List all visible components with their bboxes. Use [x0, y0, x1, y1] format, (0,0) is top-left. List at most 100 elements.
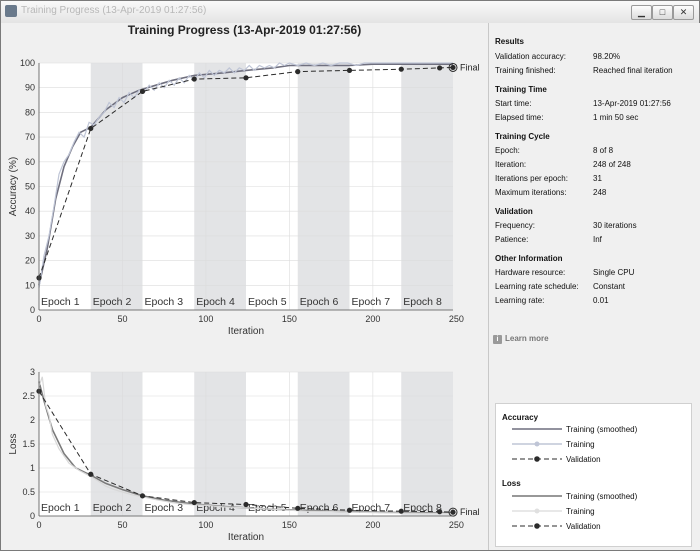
- x-tick-label: 150: [282, 314, 297, 324]
- y-tick-label: 0.5: [22, 487, 35, 497]
- legend-item: Training (smoothed): [566, 425, 638, 434]
- y-tick-label: 50: [25, 182, 35, 192]
- info-label: Iterations per epoch:: [495, 174, 568, 183]
- legend-item: Training: [566, 507, 595, 516]
- x-tick-label: 250: [449, 520, 464, 530]
- validation-point: [88, 471, 94, 477]
- info-value: 248 of 248: [593, 160, 631, 169]
- validation-point: [243, 75, 249, 81]
- close-button[interactable]: ✕: [673, 5, 694, 20]
- epoch-label: Epoch 2: [93, 296, 132, 308]
- info-value: 248: [593, 188, 607, 197]
- x-tick-label: 150: [282, 520, 297, 530]
- other-info-title: Other Information: [495, 254, 563, 263]
- validation-point: [450, 64, 456, 71]
- validation-point: [398, 508, 404, 514]
- validation-point: [398, 66, 404, 72]
- y-tick-label: 2: [30, 415, 35, 425]
- y-axis-label: Accuracy (%): [8, 157, 19, 216]
- epoch-label: Epoch 4: [196, 296, 235, 308]
- validation-point: [295, 69, 301, 75]
- info-value: 30 iterations: [593, 221, 637, 230]
- epoch-label: Epoch 3: [145, 296, 184, 308]
- validation-title: Validation: [495, 207, 533, 216]
- training-time-title: Training Time: [495, 85, 547, 94]
- legend-validation-line: [512, 456, 562, 462]
- info-value: 98.20%: [593, 52, 621, 61]
- legend-box: Accuracy Training (smoothed) Training Va…: [495, 403, 692, 547]
- info-value: Single CPU: [593, 268, 635, 277]
- x-tick-label: 0: [36, 520, 41, 530]
- validation-point: [139, 493, 146, 499]
- legend-validation-line: [512, 523, 562, 529]
- y-tick-label: 70: [25, 132, 35, 142]
- legend-item: Training: [566, 440, 595, 449]
- legend-item: Validation: [566, 455, 601, 464]
- epoch-label: Epoch 5: [248, 296, 287, 308]
- epoch-label: Epoch 6: [300, 296, 339, 308]
- y-tick-label: 20: [25, 256, 35, 266]
- loss-chart: Epoch 1 Epoch 2 Epoch 3 Epoch 4 Epoch 5 Epoch…: [8, 367, 480, 543]
- x-tick-label: 250: [449, 314, 464, 324]
- y-tick-label: 100: [20, 58, 35, 68]
- info-value: Constant: [593, 282, 626, 291]
- app-icon: [5, 5, 17, 17]
- info-label: Training finished:: [495, 66, 556, 75]
- validation-point: [437, 509, 443, 515]
- x-axis-label: Iteration: [228, 326, 264, 337]
- legend-smoothed-line: [512, 428, 562, 430]
- y-tick-label: 30: [25, 231, 35, 241]
- learn-more-label: Learn more: [505, 334, 549, 343]
- window-title: Training Progress (13-Apr-2019 01:27:56): [21, 5, 207, 16]
- final-marker: [448, 62, 458, 72]
- legend-item: Training (smoothed): [566, 492, 638, 501]
- validation-point: [437, 65, 443, 71]
- validation-point: [191, 499, 197, 506]
- validation-line: [38, 390, 454, 513]
- info-label: Validation accuracy:: [495, 52, 566, 61]
- validation-point: [88, 125, 94, 132]
- info-value: 8 of 8: [593, 146, 614, 155]
- epoch-label: Epoch 1: [41, 296, 80, 308]
- minimize-button[interactable]: ▁: [631, 5, 652, 20]
- legend-training-line: [512, 508, 562, 514]
- epoch-label: Epoch 2: [93, 502, 132, 514]
- x-axis-label: Iteration: [228, 532, 264, 543]
- legend-accuracy-title: Accuracy: [502, 413, 539, 422]
- learn-more-link[interactable]: i Learn more: [493, 334, 549, 344]
- training-plots: Epoch 1 Epoch 2 Epoch 3 Epoch 4 Epoch 5 Epoch…: [8, 58, 480, 543]
- training-cycle-title: Training Cycle: [495, 132, 550, 141]
- legend-loss-title: Loss: [502, 479, 521, 488]
- x-tick-label: 50: [117, 314, 127, 324]
- validation-line: [38, 66, 454, 279]
- info-label: Iteration:: [495, 160, 527, 169]
- epoch-label: Epoch 8: [403, 296, 442, 308]
- x-tick-label: 100: [198, 520, 213, 530]
- y-tick-label: 60: [25, 157, 35, 167]
- info-panel: Results Validation accuracy: 98.20% Trai…: [488, 23, 700, 550]
- x-tick-label: 100: [198, 314, 213, 324]
- y-tick-label: 80: [25, 107, 35, 117]
- epoch-label: Epoch 1: [41, 502, 80, 514]
- y-tick-label: 2.5: [22, 391, 35, 401]
- validation-point: [346, 507, 353, 513]
- legend-training-line: [512, 441, 562, 447]
- figure-title: Training Progress (13-Apr-2019 01:27:56): [127, 23, 362, 37]
- y-tick-label: 90: [25, 83, 35, 93]
- title-bar: Training Progress (13-Apr-2019 01:27:56)…: [1, 1, 699, 24]
- info-value: Reached final iteration: [593, 66, 673, 75]
- info-value: 13-Apr-2019 01:27:56: [593, 99, 671, 108]
- y-tick-label: 10: [25, 280, 35, 290]
- plot-area: Training Progress (13-Apr-2019 01:27:56)…: [1, 23, 488, 550]
- y-tick-label: 0: [30, 511, 35, 521]
- y-tick-label: 0: [30, 305, 35, 315]
- smoothed-line: [38, 381, 454, 514]
- info-label: Hardware resource:: [495, 268, 566, 277]
- validation-point: [243, 501, 249, 508]
- validation-point: [191, 76, 197, 82]
- info-icon: i: [493, 335, 502, 344]
- maximize-button[interactable]: □: [652, 5, 673, 20]
- x-tick-label: 200: [365, 314, 380, 324]
- legend-smoothed-line: [512, 495, 562, 497]
